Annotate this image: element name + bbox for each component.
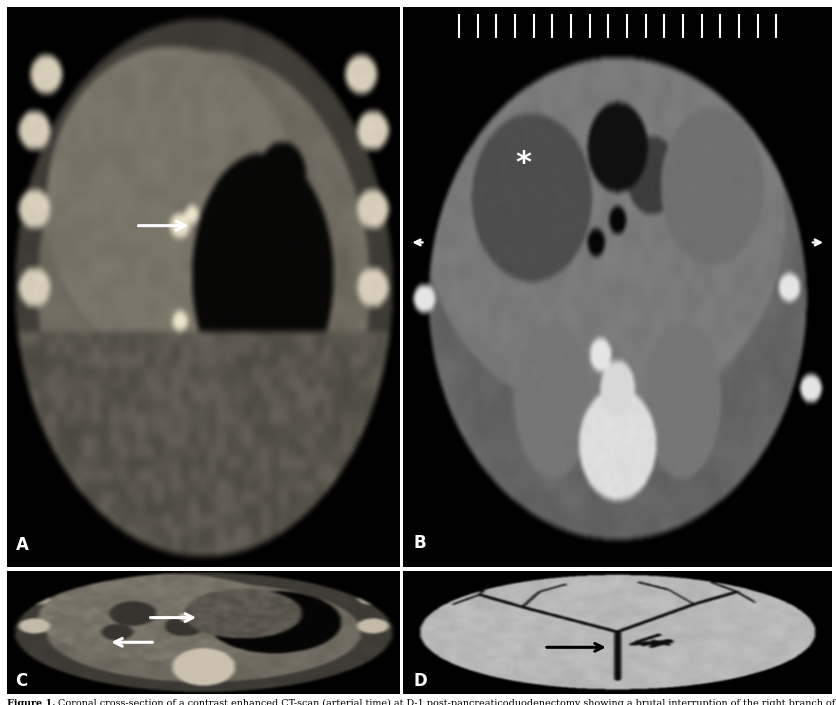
Text: A: A (15, 536, 28, 553)
Text: D: D (413, 672, 426, 690)
Text: Figure 1.: Figure 1. (7, 699, 55, 705)
Text: *: * (514, 149, 530, 178)
Text: B: B (413, 534, 426, 553)
Text: C: C (15, 672, 28, 690)
Text: Coronal cross-section of a contrast enhanced CT-scan (arterial time) at D-1 post: Coronal cross-section of a contrast enha… (55, 699, 834, 705)
